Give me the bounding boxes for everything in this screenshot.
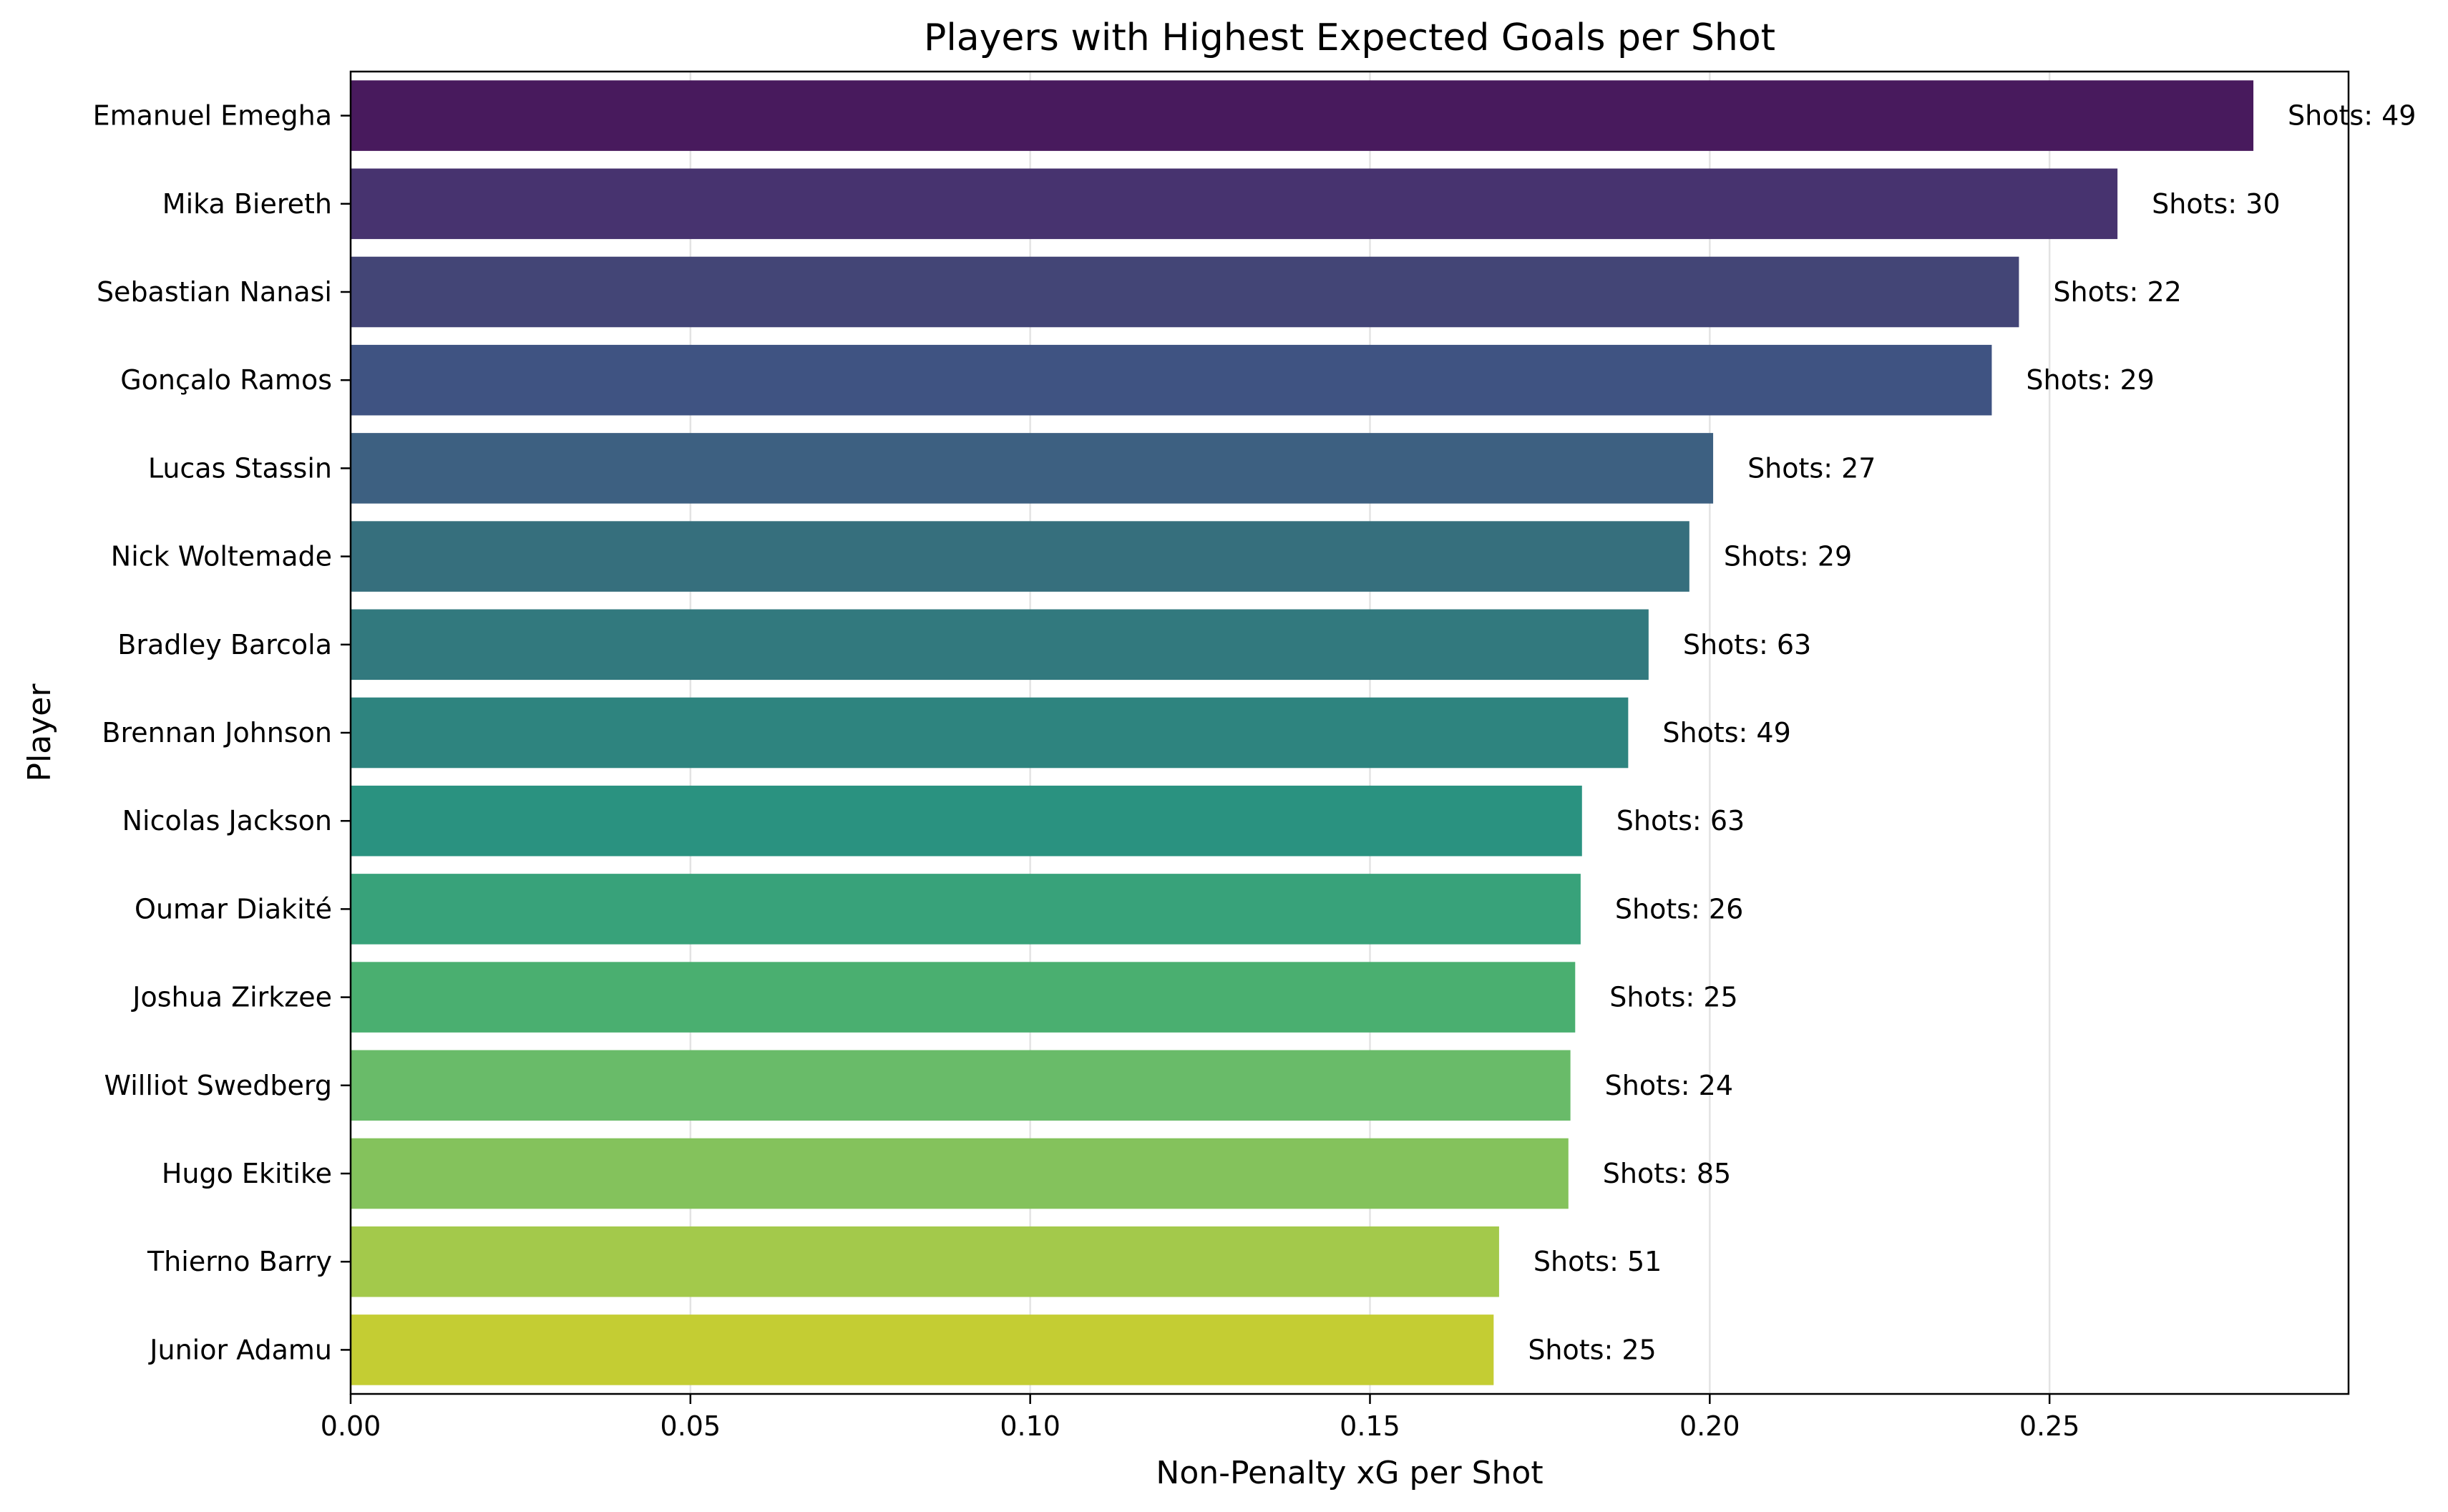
bar [351, 344, 1992, 416]
y-tick-label: Williot Swedberg [104, 1070, 332, 1101]
bar [351, 962, 1576, 1033]
bar [351, 1138, 1569, 1209]
y-tick-label: Joshua Zirkzee [131, 982, 332, 1013]
y-tick-label: Sebastian Nanasi [97, 276, 332, 308]
x-tick-label: 0.20 [1679, 1410, 1740, 1442]
x-tick-label: 0.05 [660, 1410, 721, 1442]
y-tick-label: Junior Adamu [148, 1334, 332, 1365]
data-label: Shots: 85 [1603, 1158, 1731, 1189]
data-label: Shots: 24 [1605, 1070, 1733, 1101]
bar [351, 168, 2118, 240]
y-tick-label: Gonçalo Ramos [120, 364, 332, 396]
bar [351, 433, 1714, 504]
x-tick-label: 0.00 [321, 1410, 381, 1442]
data-label: Shots: 25 [1609, 982, 1737, 1013]
bar [351, 1050, 1571, 1121]
y-tick-label: Nick Woltemade [111, 541, 332, 572]
y-tick-label: Bradley Barcola [117, 629, 332, 660]
y-axis-label: Player [21, 683, 58, 782]
data-label: Shots: 30 [2152, 188, 2280, 220]
data-label: Shots: 63 [1683, 629, 1811, 660]
y-tick-label: Mika Biereth [162, 188, 332, 220]
data-label: Shots: 22 [2053, 276, 2181, 308]
data-label: Shots: 26 [1615, 893, 1743, 925]
bar [351, 874, 1581, 945]
bar [351, 80, 2254, 151]
data-label: Shots: 49 [2288, 100, 2416, 132]
bar [351, 697, 1629, 769]
bar [351, 1315, 1494, 1385]
bar [351, 256, 2019, 328]
bar [351, 1226, 1499, 1297]
data-label: Shots: 51 [1533, 1246, 1662, 1277]
x-tick-label: 0.15 [1340, 1410, 1400, 1442]
x-tick-label: 0.10 [1000, 1410, 1060, 1442]
chart-title: Players with Highest Expected Goals per … [924, 16, 1775, 59]
data-label: Shots: 25 [1528, 1334, 1656, 1365]
data-label: Shots: 29 [2026, 364, 2154, 396]
x-tick-label: 0.25 [2019, 1410, 2080, 1442]
data-label: Shots: 49 [1662, 717, 1790, 748]
data-label: Shots: 27 [1747, 452, 1876, 484]
y-tick-label: Thierno Barry [147, 1246, 332, 1277]
x-axis-label: Non-Penalty xG per Shot [1156, 1455, 1543, 1491]
bar [351, 521, 1689, 592]
y-tick-label: Lucas Stassin [148, 452, 332, 484]
data-label: Shots: 63 [1616, 805, 1745, 837]
bar [351, 785, 1582, 857]
y-tick-label: Oumar Diakité [135, 893, 332, 925]
y-tick-label: Hugo Ekitike [162, 1158, 332, 1189]
y-tick-label: Emanuel Emegha [93, 100, 332, 132]
data-label: Shots: 29 [1724, 541, 1852, 572]
bar [351, 609, 1649, 681]
y-tick-label: Nicolas Jackson [122, 805, 332, 837]
y-tick-label: Brennan Johnson [102, 717, 332, 748]
